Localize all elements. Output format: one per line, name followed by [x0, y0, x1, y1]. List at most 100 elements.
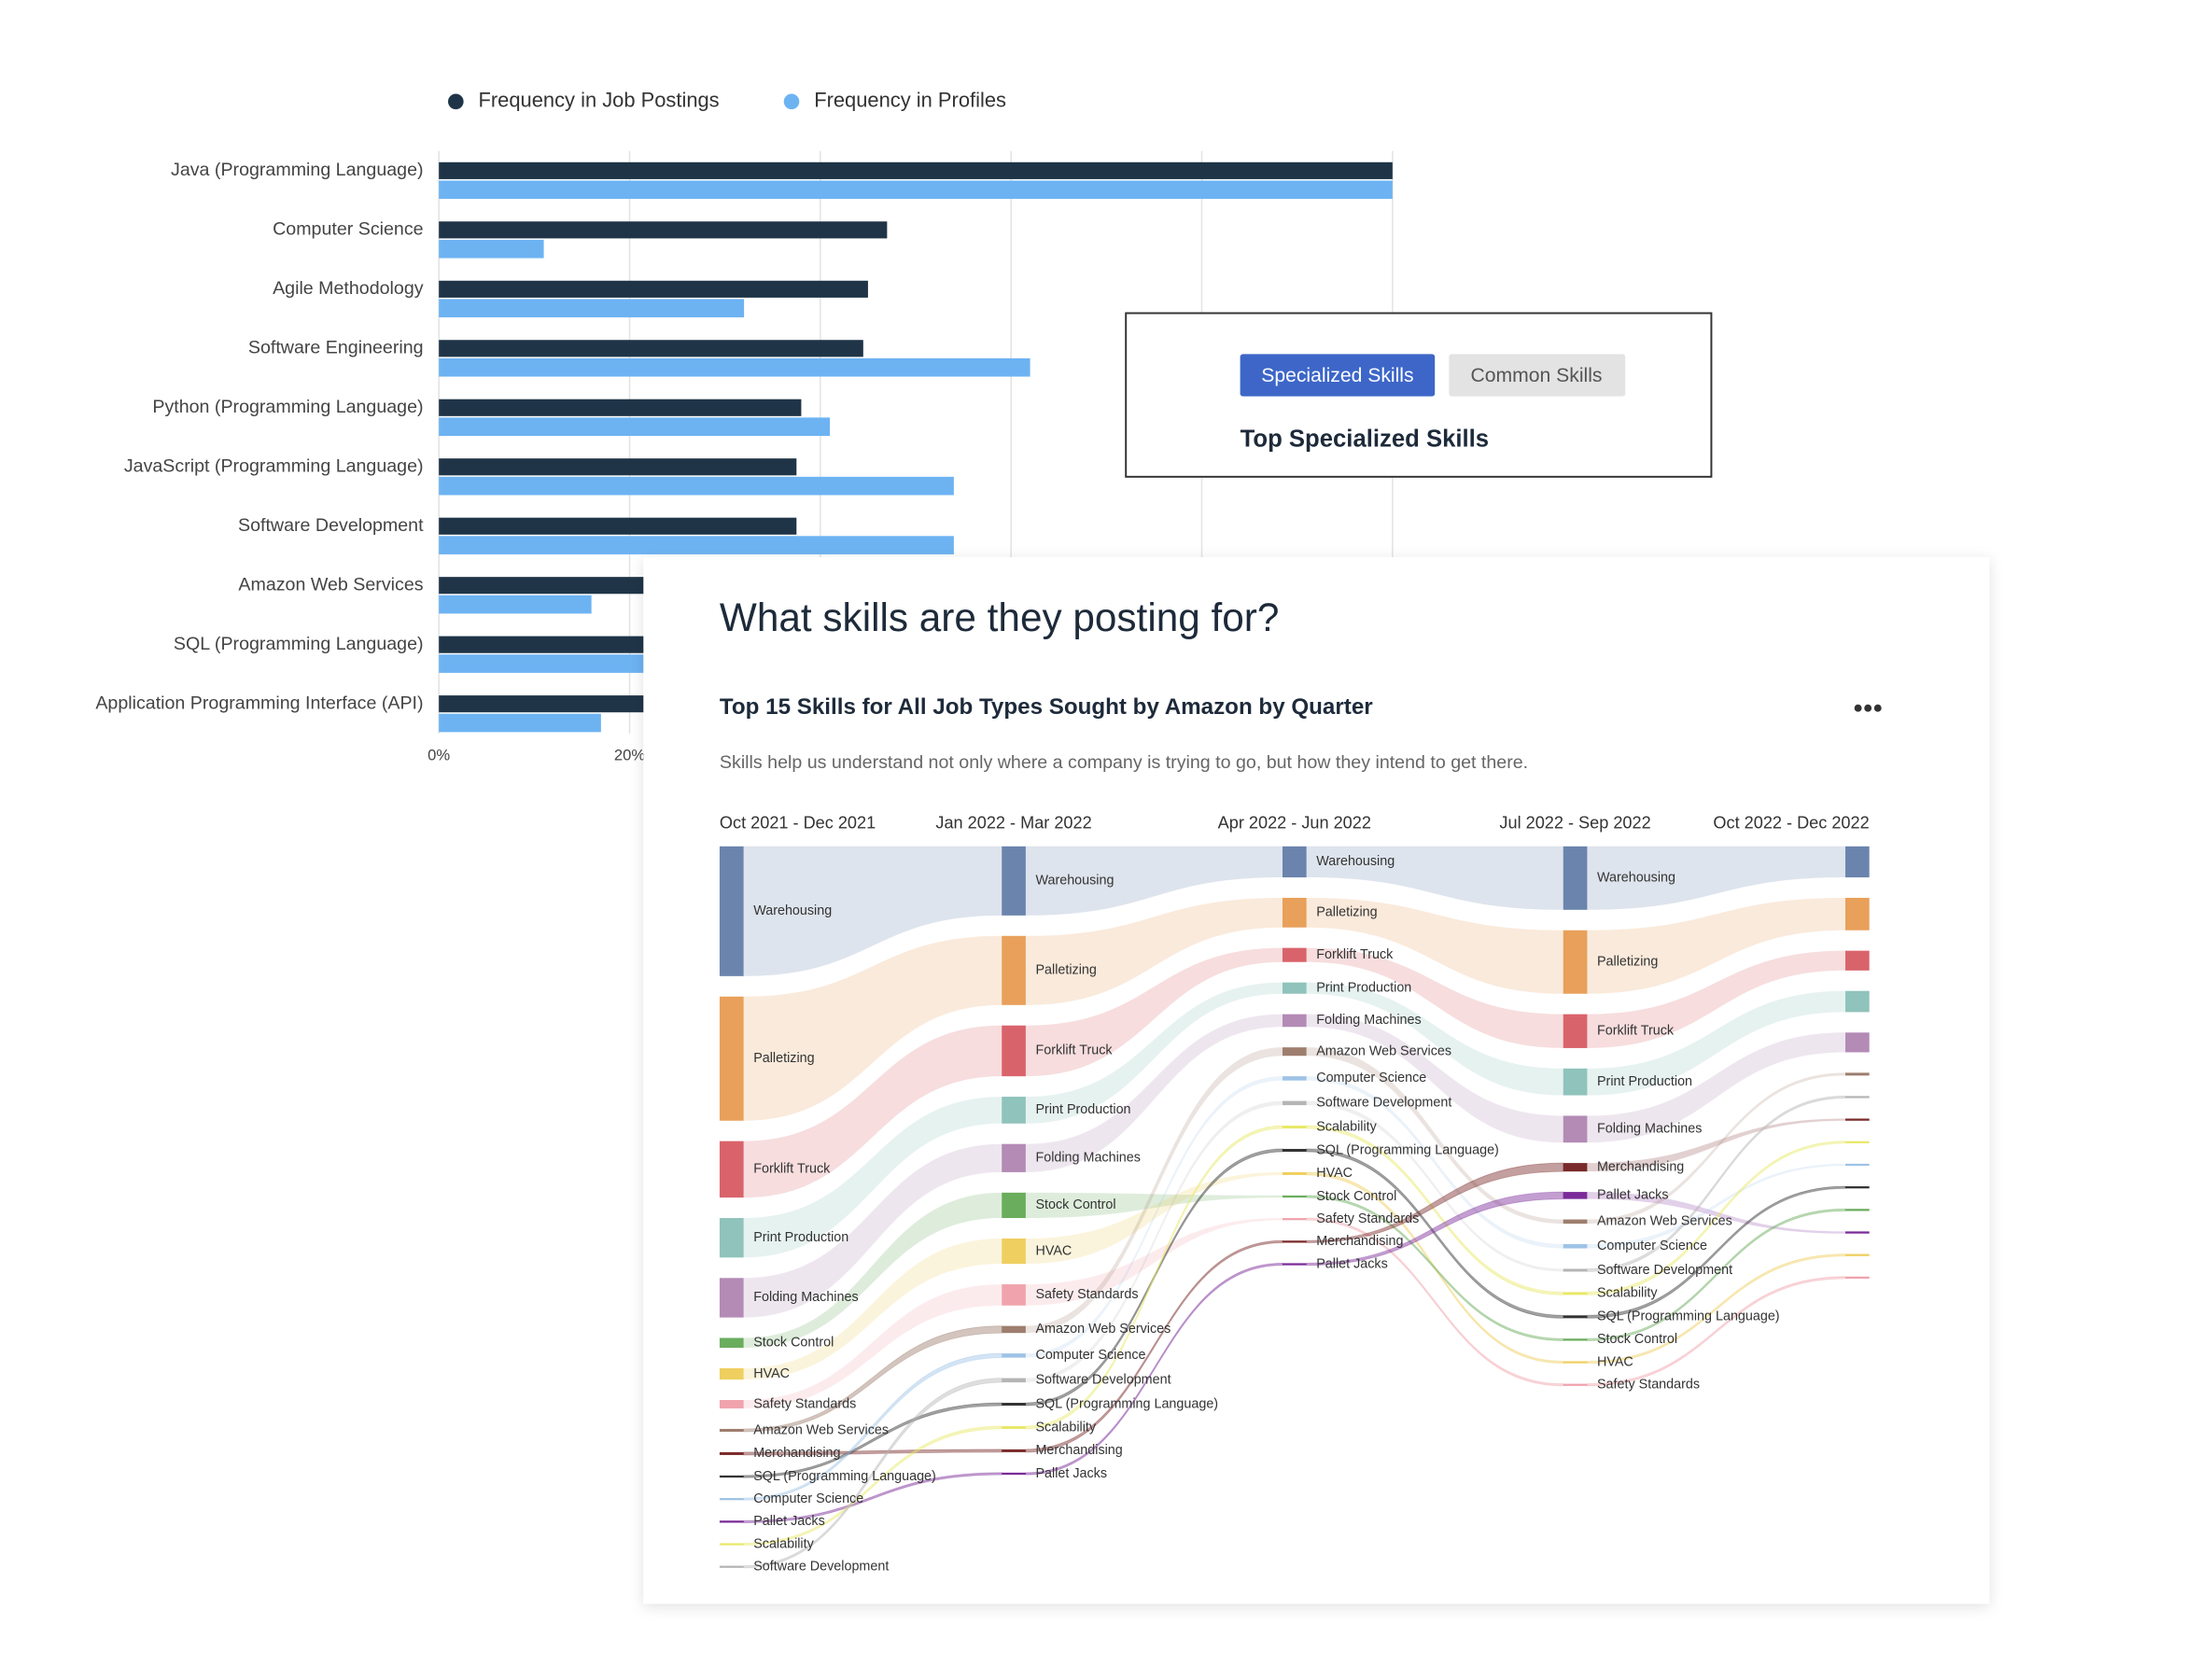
sankey-node [1002, 1192, 1026, 1219]
sankey-node [719, 1543, 744, 1546]
node-label: Amazon Web Services [1597, 1214, 1732, 1229]
sankey-link [1025, 1100, 1283, 1383]
sankey-node [719, 1520, 744, 1523]
sankey-node [1844, 950, 1870, 971]
sankey-node [1563, 1068, 1588, 1096]
sankey-link [1587, 1032, 1845, 1143]
sankey-link [1025, 1171, 1283, 1265]
menu-dot[interactable] [1854, 704, 1862, 712]
y-tick-label: Computer Science [273, 219, 424, 240]
node-label: Forklift Truck [1597, 1024, 1675, 1039]
sankey-link [1587, 1118, 1845, 1172]
bar [439, 280, 868, 298]
specialized-button-label[interactable]: Specialized Skills [1261, 365, 1413, 386]
bar [439, 399, 802, 416]
sankey-link [1587, 1192, 1845, 1234]
sankey-node [719, 1278, 744, 1318]
sankey-link [1306, 982, 1563, 1096]
node-label: Forklift Truck [1035, 1043, 1113, 1058]
sankey-node [1282, 1076, 1307, 1081]
sankey-link [1306, 1100, 1563, 1272]
sankey-link [743, 1025, 1002, 1198]
menu-dot[interactable] [1864, 704, 1872, 712]
node-label: Merchandising [1597, 1159, 1684, 1174]
sankey-link [743, 1425, 1002, 1547]
sankey-link [1586, 1185, 1846, 1319]
sankey-node [1282, 947, 1307, 962]
sankey-node [1002, 1425, 1026, 1429]
common-button-label[interactable]: Common Skills [1471, 365, 1603, 386]
sankey-node [1844, 1231, 1870, 1234]
sankey-link [1587, 846, 1845, 910]
sankey-node [1282, 1100, 1307, 1106]
sankey-node [1563, 846, 1588, 910]
node-label: Scalability [1316, 1119, 1377, 1134]
sankey-node [1282, 1148, 1307, 1153]
bar [439, 713, 601, 733]
node-label: Safety Standards [753, 1396, 856, 1411]
sankey-node [1844, 1032, 1870, 1053]
sankey-link [1025, 1262, 1283, 1476]
sankey-node [1002, 1403, 1026, 1407]
node-label: Warehousing [1035, 874, 1114, 889]
more-menu[interactable] [1854, 704, 1882, 712]
legend-label: Frequency in Profiles [814, 89, 1006, 112]
sankey-node [1002, 1284, 1026, 1306]
sankey-node [719, 1400, 744, 1409]
column-label: Oct 2022 - Dec 2022 [1713, 813, 1869, 832]
sankey-node [719, 1141, 744, 1198]
node-label: HVAC [1035, 1243, 1072, 1258]
sankey-link [1025, 982, 1283, 1124]
node-label: Pallet Jacks [1316, 1256, 1388, 1271]
skills-card: What skills are they posting for? Top 15… [643, 556, 1990, 1604]
sankey-node [1282, 1263, 1307, 1266]
legend-label: Frequency in Job Postings [479, 89, 720, 112]
sankey-link [1587, 1163, 1845, 1249]
sankey-link [1306, 897, 1563, 994]
node-label: Amazon Web Services [1035, 1322, 1171, 1337]
sankey-node [1844, 1118, 1870, 1121]
sankey-node [1844, 1186, 1870, 1189]
node-label: Software Development [1035, 1373, 1171, 1388]
sankey-node [1282, 1195, 1307, 1198]
node-label: Merchandising [753, 1446, 840, 1461]
column-label: Jan 2022 - Mar 2022 [935, 813, 1091, 832]
sankey-node [1844, 1253, 1870, 1256]
bar [439, 180, 1393, 200]
node-label: Scalability [753, 1536, 814, 1551]
sankey-node [1563, 930, 1588, 994]
node-label: Safety Standards [1035, 1287, 1138, 1302]
bar [439, 458, 797, 476]
y-tick-label: Amazon Web Services [238, 574, 423, 595]
bar-chart: 0%20%40%60%80%100%Frequency in Job Posti… [95, 89, 1412, 764]
node-label: Folding Machines [1035, 1151, 1140, 1166]
node-label: Software Development [1316, 1096, 1451, 1111]
sankey-node [1282, 846, 1307, 878]
sankey-node [1002, 846, 1026, 916]
sankey-link [1025, 1218, 1283, 1306]
sankey-node [719, 1337, 744, 1349]
node-label: Palletizing [1316, 905, 1377, 920]
sankey-node [1844, 1141, 1870, 1143]
bar [439, 476, 954, 496]
node-label: SQL (Programming Language) [1597, 1309, 1780, 1324]
menu-dot[interactable] [1873, 704, 1882, 712]
sankey-link [1025, 1076, 1283, 1358]
sankey-node [1844, 1096, 1870, 1099]
sankey-node [1844, 990, 1870, 1013]
sankey-node [1282, 982, 1307, 994]
sankey-node [719, 996, 744, 1121]
sankey-link [1025, 846, 1283, 916]
sankey-node [719, 846, 744, 976]
node-label: Merchandising [1316, 1234, 1403, 1249]
common-button[interactable] [1449, 354, 1626, 397]
node-label: Folding Machines [753, 1290, 858, 1305]
sankey-link [1306, 1014, 1563, 1143]
specialized-button[interactable] [1240, 354, 1436, 397]
node-label: Stock Control [1316, 1189, 1396, 1204]
node-label: Computer Science [1316, 1071, 1426, 1085]
node-label: Print Production [1316, 980, 1411, 995]
sankey-node [719, 1367, 744, 1380]
node-label: Scalability [1035, 1420, 1096, 1435]
